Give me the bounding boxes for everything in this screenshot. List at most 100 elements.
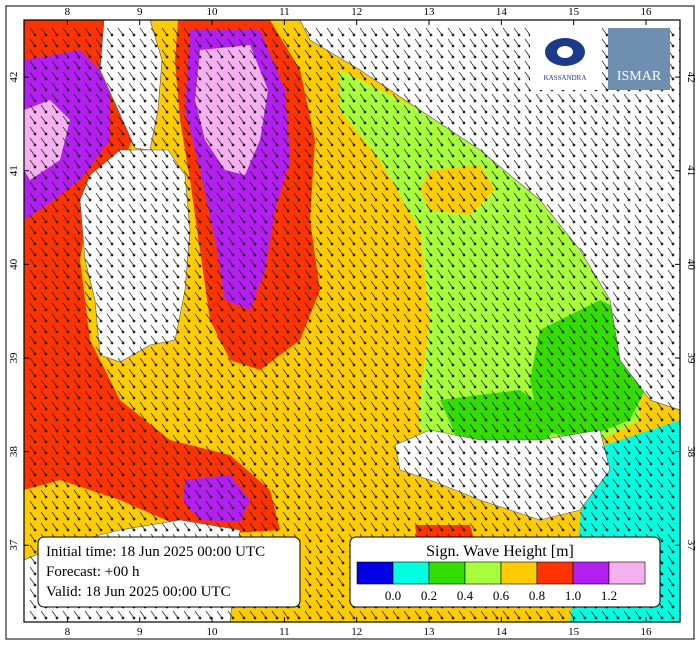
wave-arrow	[282, 137, 289, 146]
wave-arrow	[51, 214, 58, 223]
wave-arrow-head	[264, 66, 268, 70]
wave-arrow-head	[484, 297, 488, 301]
wave-arrow	[392, 313, 399, 322]
wave-arrow-head	[66, 176, 70, 180]
wave-arrow-head	[165, 297, 169, 301]
wave-arrow-head	[44, 110, 48, 114]
wave-arrow	[282, 423, 289, 432]
wave-arrow-head	[143, 198, 147, 202]
wave-arrow	[491, 214, 498, 223]
wave-arrow-head	[649, 132, 653, 136]
wave-arrow	[282, 27, 289, 36]
wave-arrow	[62, 346, 69, 355]
wave-arrow-head	[429, 440, 433, 444]
wave-arrow	[40, 412, 47, 421]
wave-arrow	[117, 247, 124, 256]
wave-arrow	[370, 137, 377, 146]
wave-arrow	[436, 82, 443, 91]
wave-arrow	[502, 170, 509, 179]
wave-arrow	[370, 93, 377, 102]
wave-arrow	[348, 302, 355, 311]
wave-arrow-head	[649, 341, 653, 345]
wave-arrow	[172, 434, 179, 443]
wave-arrow-head	[550, 187, 554, 191]
wave-arrow-head	[440, 319, 444, 323]
wave-arrow	[403, 104, 410, 113]
wave-arrow-head	[506, 44, 510, 48]
wave-arrow	[73, 49, 80, 58]
wave-arrow-head	[99, 396, 103, 400]
wave-arrow-head	[539, 418, 543, 422]
wave-arrow-head	[385, 165, 389, 169]
wave-arrow	[590, 456, 597, 465]
wave-arrow	[535, 126, 542, 135]
wave-arrow	[645, 258, 652, 267]
wave-arrow	[645, 401, 652, 410]
wave-arrow-head	[352, 407, 356, 411]
wave-arrow-head	[429, 220, 433, 224]
wave-arrow-head	[33, 341, 37, 345]
wave-arrow	[436, 357, 443, 366]
wave-arrow	[436, 247, 443, 256]
wave-arrow	[238, 214, 245, 223]
wave-arrow	[590, 423, 597, 432]
wave-arrow	[469, 412, 476, 421]
wave-arrow-head	[121, 297, 125, 301]
wave-arrow	[249, 236, 256, 245]
wave-arrow	[381, 368, 388, 377]
wave-arrow	[557, 181, 564, 190]
wave-arrow	[447, 335, 454, 344]
wave-arrow-head	[77, 440, 81, 444]
wave-arrow-head	[616, 429, 620, 433]
wave-arrow	[282, 456, 289, 465]
wave-arrow-head	[176, 99, 180, 103]
wave-arrow-head	[88, 429, 92, 433]
wave-arrow	[667, 335, 674, 344]
wave-arrow	[535, 192, 542, 201]
wave-arrow-head	[484, 253, 488, 257]
wave-arrow-head	[528, 352, 532, 356]
wave-arrow	[546, 93, 553, 102]
wave-arrow-head	[429, 209, 433, 213]
wave-arrow	[139, 445, 146, 454]
wave-arrow	[29, 104, 36, 113]
wave-arrow	[172, 181, 179, 190]
wave-arrow-head	[671, 66, 675, 70]
wave-arrow	[392, 236, 399, 245]
wave-arrow	[249, 27, 256, 36]
wave-arrow	[282, 214, 289, 223]
wave-arrow	[502, 346, 509, 355]
wave-arrow	[128, 291, 135, 300]
wave-arrow	[645, 445, 652, 454]
wave-arrow	[667, 379, 674, 388]
wave-arrow-head	[319, 341, 323, 345]
wave-arrow-head	[495, 242, 499, 246]
wave-arrow	[359, 38, 366, 47]
wave-arrow-head	[539, 110, 543, 114]
wave-arrow	[205, 49, 212, 58]
wave-arrow-head	[66, 352, 70, 356]
wave-arrow	[260, 401, 267, 410]
wave-arrow	[337, 456, 344, 465]
wave-arrow	[271, 412, 278, 421]
wave-arrow	[172, 423, 179, 432]
wave-arrow	[117, 225, 124, 234]
wave-arrow	[194, 236, 201, 245]
wave-arrow	[326, 423, 333, 432]
wave-arrow	[612, 258, 619, 267]
wave-arrow-head	[352, 165, 356, 169]
wave-arrow-head	[528, 198, 532, 202]
wave-arrow-head	[143, 396, 147, 400]
wave-arrow-head	[121, 374, 125, 378]
wave-arrow	[73, 82, 80, 91]
wave-arrow	[381, 467, 388, 476]
wave-arrow-head	[33, 209, 37, 213]
wave-arrow-head	[429, 253, 433, 257]
wave-arrow-head	[308, 220, 312, 224]
wave-arrow	[51, 302, 58, 311]
wave-arrow-head	[66, 187, 70, 191]
wave-arrow	[469, 38, 476, 47]
wave-arrow-head	[297, 341, 301, 345]
wave-arrow	[381, 148, 388, 157]
wave-arrow	[271, 49, 278, 58]
